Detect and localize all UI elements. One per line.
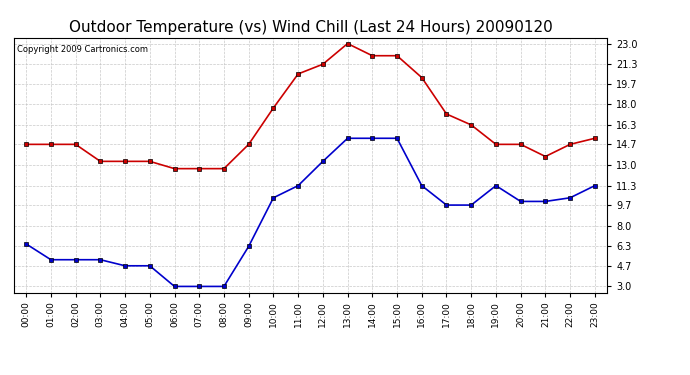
Text: Copyright 2009 Cartronics.com: Copyright 2009 Cartronics.com <box>17 45 148 54</box>
Title: Outdoor Temperature (vs) Wind Chill (Last 24 Hours) 20090120: Outdoor Temperature (vs) Wind Chill (Las… <box>68 20 553 35</box>
